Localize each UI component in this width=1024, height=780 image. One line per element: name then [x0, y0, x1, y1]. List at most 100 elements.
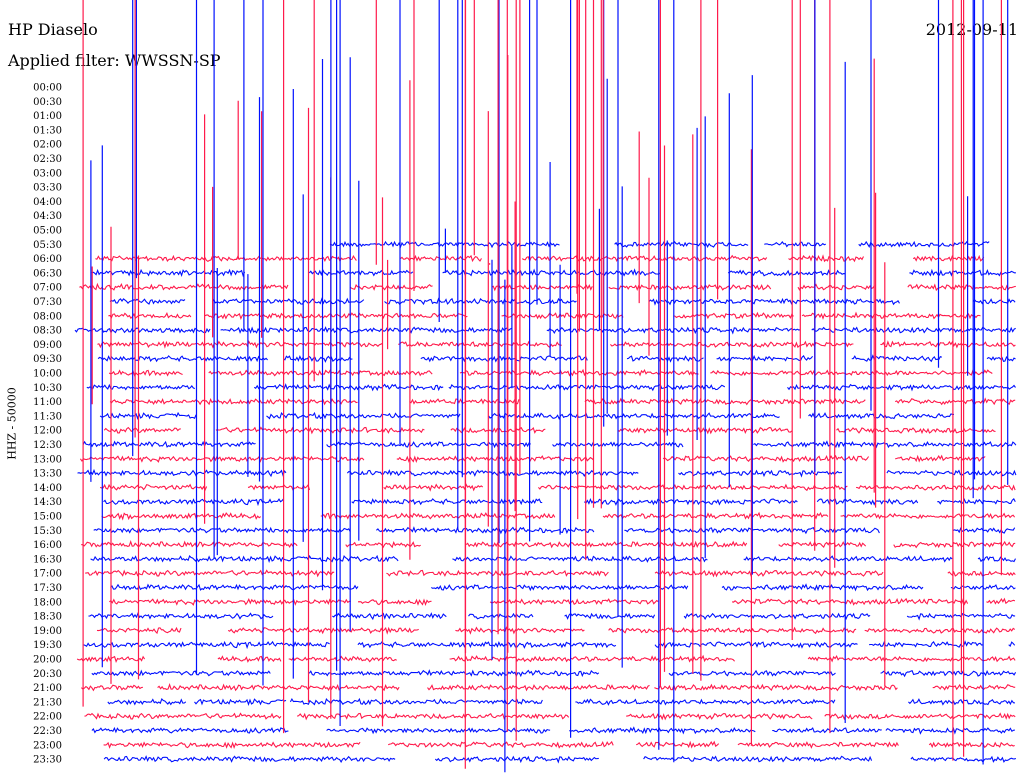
- trace-segment: [489, 598, 659, 606]
- row-label-0430: 04:30: [33, 211, 62, 222]
- trace-segment: [386, 569, 609, 577]
- trace-row-1900: [96, 626, 1016, 635]
- trace-segment: [332, 612, 447, 621]
- trace-segment: [376, 526, 595, 535]
- trace-segment: [912, 254, 985, 262]
- trace-segment: [99, 411, 197, 420]
- trace-segment: [349, 283, 433, 291]
- trace-segment: [211, 297, 365, 305]
- trace-segment: [351, 498, 543, 506]
- row-label-1130: 11:30: [33, 411, 62, 422]
- trace-segment: [743, 555, 953, 563]
- trace-segment: [851, 354, 942, 363]
- trace-segment: [468, 612, 534, 620]
- row-label-0530: 05:30: [33, 240, 62, 251]
- trace-segment: [787, 383, 1016, 392]
- trace-segment: [584, 397, 866, 406]
- trace-segment: [217, 655, 282, 663]
- row-label-1800: 18:00: [33, 597, 62, 608]
- trace-row-0930: [97, 354, 1016, 363]
- trace-segment: [77, 468, 287, 478]
- row-label-1030: 10:30: [33, 383, 62, 394]
- trace-segment: [109, 298, 186, 305]
- trace-segment: [609, 340, 854, 349]
- trace-row-1700: [85, 569, 1016, 578]
- row-label-0000: 00:00: [33, 83, 62, 94]
- trace-segment: [880, 340, 1016, 349]
- row-label-2330: 23:30: [33, 755, 62, 766]
- row-label-1530: 15:30: [33, 526, 62, 537]
- trace-segment: [727, 269, 846, 277]
- trace-segment: [895, 454, 986, 463]
- trace-row-2100: [80, 683, 1016, 692]
- row-label-1700: 17:00: [33, 569, 62, 580]
- trace-row-1130: [99, 411, 955, 420]
- trace-row-0530: [329, 240, 990, 249]
- trace-segment: [648, 297, 900, 306]
- trace-segment: [220, 326, 512, 334]
- trace-row-0630: [91, 268, 1016, 278]
- row-label-0400: 04:00: [33, 197, 62, 208]
- trace-segment: [880, 669, 1017, 678]
- trace-segment: [801, 311, 981, 320]
- row-label-2030: 20:30: [33, 669, 62, 680]
- trace-row-0900: [97, 340, 1016, 349]
- trace-segment: [778, 540, 867, 549]
- trace-segment: [79, 454, 365, 463]
- trace-segment: [107, 697, 187, 706]
- trace-segment: [764, 240, 827, 248]
- trace-segment: [521, 254, 768, 263]
- trace-segment: [283, 354, 353, 363]
- trace-segment: [654, 641, 858, 649]
- trace-segment: [79, 282, 289, 291]
- trace-row-1400: [99, 483, 1016, 492]
- trace-segment: [584, 497, 798, 506]
- row-label-1230: 12:30: [33, 440, 62, 451]
- trace-segment: [99, 483, 208, 492]
- trace-segment: [103, 426, 181, 434]
- row-label-0130: 01:30: [33, 125, 62, 136]
- trace-segment: [288, 655, 397, 663]
- row-label-2130: 21:30: [33, 697, 62, 708]
- trace-row-1430: [103, 497, 1016, 507]
- row-label-1930: 19:30: [33, 640, 62, 651]
- trace-segment: [97, 340, 383, 349]
- row-label-1400: 14:00: [33, 483, 62, 494]
- trace-row-1730: [110, 583, 1016, 592]
- trace-segment: [731, 597, 969, 606]
- trace-segment: [737, 741, 899, 749]
- trace-row-0800: [108, 311, 981, 321]
- trace-row-1930: [83, 640, 1016, 650]
- trace-segment: [208, 369, 433, 377]
- row-label-1830: 18:30: [33, 612, 62, 623]
- trace-row-0730: [109, 297, 1016, 306]
- trace-segment: [807, 655, 1016, 663]
- row-label-0330: 03:30: [33, 183, 62, 194]
- trace-segment: [91, 726, 289, 734]
- trace-row-1800: [108, 597, 1016, 606]
- trace-segment: [459, 368, 699, 377]
- trace-segment: [908, 698, 1015, 706]
- trace-segment: [387, 740, 614, 749]
- trace-segment: [442, 268, 661, 277]
- row-label-0100: 01:00: [33, 111, 62, 122]
- trace-segment: [357, 598, 432, 606]
- row-label-0200: 02:00: [33, 140, 62, 151]
- trace-segment: [253, 383, 444, 392]
- row-label-1600: 16:00: [33, 540, 62, 551]
- trace-segment: [864, 627, 1016, 634]
- trace-segment: [103, 741, 361, 749]
- trace-segment: [455, 626, 585, 635]
- trace-segment: [83, 640, 330, 650]
- trace-row-1200: [103, 426, 996, 435]
- row-label-1200: 12:00: [33, 426, 62, 437]
- row-label-1900: 19:00: [33, 626, 62, 637]
- trace-row-1600: [81, 540, 1016, 549]
- trace-segment: [329, 240, 560, 249]
- trace-segment: [383, 483, 484, 492]
- trace-segment: [194, 698, 287, 706]
- trace-segment: [297, 712, 570, 721]
- trace-segment: [797, 283, 875, 291]
- trace-segment: [986, 597, 1016, 605]
- trace-segment: [86, 383, 196, 391]
